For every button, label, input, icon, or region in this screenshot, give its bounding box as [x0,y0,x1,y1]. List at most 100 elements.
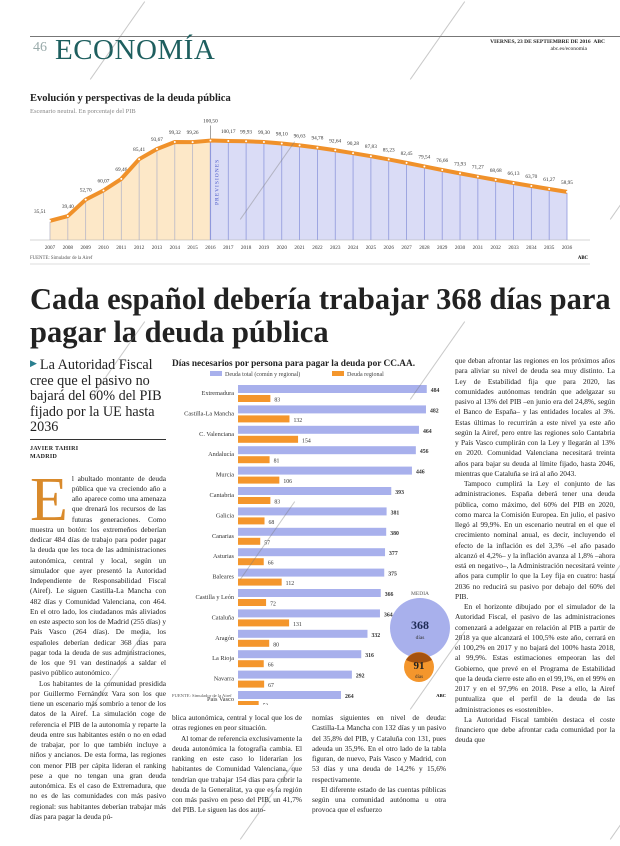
value-label: 73,93 [454,161,466,167]
bar-regional-label: 53 [263,704,269,706]
year-tick-label: 2014 [170,245,181,251]
value-label: 76,66 [436,158,448,164]
bar-regional [238,517,265,525]
region-label: Castilla-La Mancha [184,410,234,417]
area-chart-title: Evolución y perspectivas de la deuda púb… [30,93,231,104]
value-label: 92,64 [329,138,341,144]
year-tick-label: 2036 [562,245,573,251]
data-point [352,152,355,155]
kicker: ▶ La Autoridad Fiscal cree que el pasivo … [30,356,166,436]
region-label: Cataluña [212,614,235,621]
bar-regional-label: 68 [269,520,275,526]
data-point [84,198,87,201]
year-tick-label: 2022 [312,245,323,251]
year-tick-label: 2010 [98,245,109,251]
dateline: VIERNES, 23 DE SEPTIEMBRE DE 2016 ABC ab… [470,39,605,53]
bar-total-label: 464 [423,429,432,435]
bar-total-label: 366 [385,592,394,598]
region-label: Asturias [213,553,235,560]
debt-line [49,138,568,223]
year-tick-label: 2013 [152,245,163,251]
paragraph: Al tomar de referencia exclusivamente la… [172,733,302,815]
year-tick-label: 2018 [241,245,252,251]
drop-cap: E [30,473,68,534]
average-label: MEDIA [411,591,429,597]
bar-total [238,466,412,475]
bar-regional [238,639,270,647]
paragraph: En el horizonte dibujado por el simulado… [455,602,615,714]
data-point [49,219,51,222]
value-label: 39,40 [62,204,74,210]
bar-total-label: 364 [384,612,393,618]
value-label: 96,63 [294,133,306,139]
data-point [245,140,248,143]
bar-total-label: 332 [371,633,380,639]
bar-regional [238,599,267,606]
legend-label-total: Deuda total (común y regional) [225,371,300,378]
bar-regional [238,619,290,627]
byline-rule [30,438,166,440]
value-label: 90,28 [347,141,359,147]
header-rule [30,36,620,37]
legend-swatch-total [210,371,222,376]
bar-regional-label: 83 [274,500,280,506]
data-point [173,141,176,144]
bar-regional-label: 81 [274,459,280,465]
year-tick-label: 2033 [508,245,519,251]
area-chart-credit: ABC [578,256,589,261]
region-label: Aragón [215,635,235,642]
bar-regional [238,680,265,688]
year-tick-label: 2034 [526,245,537,251]
bar-total-label: 482 [430,408,439,414]
bar-regional-label: 112 [286,581,295,587]
bar-total-label: 375 [388,572,397,578]
value-label: 99,93 [240,129,252,135]
bullet-triangle-icon: ▶ [30,358,37,368]
year-tick-label: 2030 [455,245,466,251]
data-point [494,178,497,181]
value-label: 35,51 [34,209,46,215]
year-tick-label: 2023 [330,245,341,251]
bar-regional-label: 72 [270,602,276,608]
bar-regional [238,415,290,423]
bar-total-label: 393 [395,490,404,496]
data-point [423,165,426,168]
average-regional-unit: días [415,675,423,680]
bar-total [238,691,341,699]
bar-regional-label: 106 [283,479,292,485]
year-tick-label: 2019 [259,245,270,251]
year-tick-label: 2012 [134,245,145,251]
data-point [476,175,479,178]
average-total-unit: días [416,635,425,641]
value-label: 87,83 [365,144,377,150]
year-tick-label: 2024 [348,245,359,251]
bar-regional [238,497,271,504]
kicker-text: La Autoridad Fiscal cree que el pasivo n… [30,357,162,435]
bar-regional [238,578,282,586]
data-point [512,182,515,185]
bar-total [238,385,427,393]
data-point [548,188,551,191]
bar-chart-credit: ABC [436,693,446,698]
value-label: 61,27 [543,177,555,183]
data-point [262,141,265,144]
year-tick-label: 2027 [401,245,412,251]
year-tick-label: 2029 [437,245,448,251]
value-label: 98,10 [276,132,288,138]
data-point [298,144,301,147]
value-label: 66,13 [508,171,520,177]
article-column-1: E l abultado montante de deuda pública q… [30,474,166,846]
value-label: 93,67 [151,137,163,143]
data-point [441,169,444,172]
paragraph: Los habitantes de la comunidad presidida… [30,678,166,821]
paragraph: que deban afrontar las regiones en los p… [455,356,615,478]
bar-total-label: 484 [431,388,440,394]
bar-regional [238,456,270,464]
bar-total-label: 316 [365,653,374,659]
bar-total [238,487,392,495]
value-label: 63,70 [525,174,537,180]
paragraph: blica autonómica, central y local que lo… [172,713,302,733]
bar-total [238,609,380,618]
year-tick-label: 2028 [419,245,430,251]
year-tick-label: 2020 [277,245,288,251]
